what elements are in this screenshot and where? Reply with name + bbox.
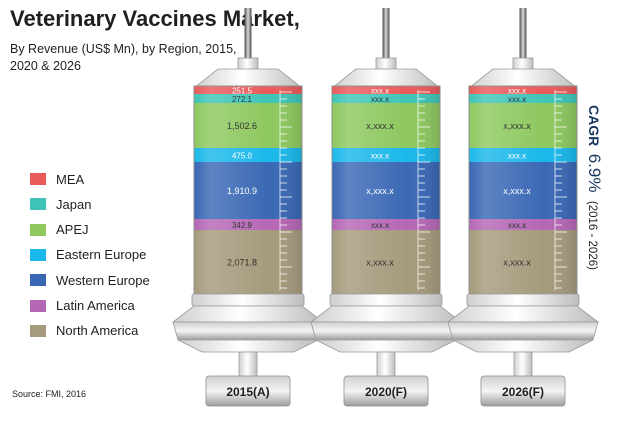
finger-flange bbox=[310, 321, 462, 341]
legend-label: Western Europe bbox=[56, 272, 150, 288]
legend-item-eastern-europe: Eastern Europe bbox=[30, 244, 146, 266]
finger-flange bbox=[447, 321, 599, 341]
barrel-collar bbox=[191, 293, 305, 307]
finger-flange bbox=[172, 321, 324, 341]
legend-label: Japan bbox=[56, 196, 92, 212]
legend-swatch bbox=[30, 299, 46, 312]
syringe-needle bbox=[244, 8, 252, 64]
legend-label: North America bbox=[56, 323, 139, 339]
legend-item-western-europe: Western Europe bbox=[30, 269, 150, 291]
legend-swatch bbox=[30, 173, 46, 185]
legend-label: APEJ bbox=[56, 222, 89, 238]
needle-hub bbox=[512, 57, 534, 71]
plunger-rod bbox=[376, 351, 396, 379]
barrel-cap bbox=[192, 68, 304, 89]
barrel-collar bbox=[329, 293, 443, 307]
syringe-2020-f: x,xxx.xxxx.xx,xxx.xxxx.xx,xxx.xxxx.xxxx.… bbox=[309, 8, 463, 407]
legend-item-mea: MEA bbox=[30, 168, 84, 190]
plunger-rod bbox=[513, 351, 533, 379]
barrel-cap bbox=[467, 68, 579, 89]
cagr-annotation: CAGR 6.9% (2016 - 2026) bbox=[585, 105, 604, 270]
finger-flange-top bbox=[171, 305, 325, 323]
legend-label: Latin America bbox=[56, 298, 135, 313]
needle-hub bbox=[237, 57, 259, 71]
cagr-prefix: CAGR bbox=[586, 105, 602, 146]
chart-title: Veterinary Vaccines Market, bbox=[10, 6, 300, 31]
chart-subtitle: By Revenue (US$ Mn), by Region, 2015, 20… bbox=[10, 42, 237, 73]
cagr-value: 6.9% bbox=[585, 154, 604, 193]
plunger-head bbox=[480, 375, 566, 407]
legend-item-north-america: North America bbox=[30, 320, 138, 342]
source-note: Source: FMI, 2016 bbox=[12, 389, 87, 399]
plunger-head bbox=[205, 375, 291, 407]
legend-label: MEA bbox=[56, 171, 85, 187]
legend-item-japan: Japan bbox=[30, 193, 91, 215]
syringe-2026-f: x,xxx.xxxx.xx,xxx.xxxx.xx,xxx.xxxx.xxxx.… bbox=[446, 8, 600, 407]
flange-bottom bbox=[452, 339, 594, 353]
syringe-needle bbox=[519, 8, 527, 64]
legend-item-apej: APEJ bbox=[30, 219, 89, 241]
syringe-needle bbox=[382, 8, 390, 64]
category-label: 2015(A) bbox=[226, 385, 269, 399]
barrel-cap bbox=[330, 68, 442, 89]
legend-swatch bbox=[30, 248, 46, 261]
needle-hub bbox=[375, 57, 397, 71]
flange-bottom bbox=[177, 339, 319, 353]
flange-bottom bbox=[315, 339, 457, 353]
legend-swatch bbox=[30, 324, 46, 337]
category-label: 2026(F) bbox=[502, 385, 544, 399]
legend-label: Eastern Europe bbox=[56, 247, 147, 263]
legend-swatch bbox=[30, 198, 46, 211]
finger-flange-top bbox=[446, 305, 600, 323]
category-label: 2020(F) bbox=[365, 385, 407, 399]
legend-swatch bbox=[30, 223, 46, 236]
plunger-rod bbox=[238, 351, 258, 379]
plunger-head bbox=[343, 375, 429, 407]
cagr-period: (2016 - 2026) bbox=[586, 201, 598, 270]
barrel-collar bbox=[466, 293, 580, 307]
legend-swatch bbox=[30, 274, 46, 287]
svg-text:CAGR 6.9% (2016 - 2026: CAGR 6.9% (2016 - 2026) bbox=[585, 105, 604, 270]
finger-flange-top bbox=[309, 305, 463, 323]
legend-item-latin-america: Latin America bbox=[30, 295, 135, 317]
syringe-2015-a: 2,071.8342.91,910.9475.01,502.6272.1251.… bbox=[171, 8, 325, 407]
